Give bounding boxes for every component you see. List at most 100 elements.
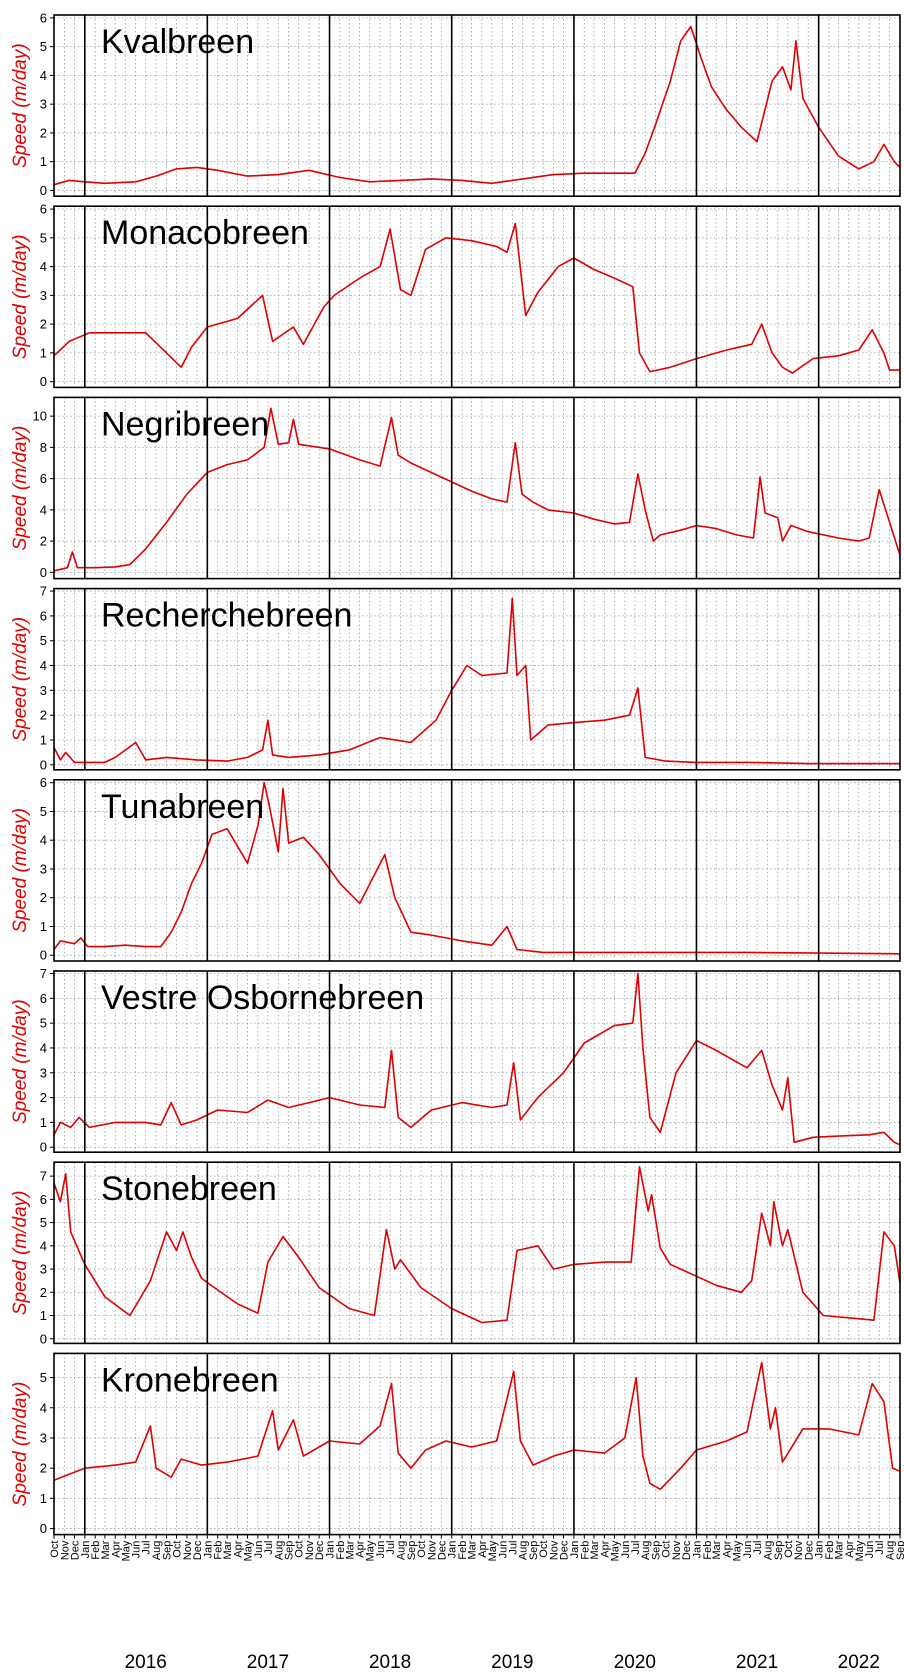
y-tick-label: 4 xyxy=(40,658,47,673)
y-tick-label: 2 xyxy=(40,534,47,549)
y-tick-label: 7 xyxy=(40,966,47,981)
month-tick-label: Aug xyxy=(518,1541,530,1561)
month-tick-label: Mar xyxy=(589,1540,601,1559)
month-tick-label: Apr xyxy=(477,1540,489,1557)
y-tick-label: 0 xyxy=(40,374,47,389)
y-tick-label: 4 xyxy=(40,1238,47,1253)
speed-series-line xyxy=(53,1166,901,1324)
month-tick-label: Feb xyxy=(702,1541,714,1560)
month-tick-label: Nov xyxy=(59,1540,71,1560)
month-tick-label: May xyxy=(243,1540,255,1561)
month-tick-label: Sep xyxy=(284,1541,296,1561)
month-tick-label: Aug xyxy=(885,1541,897,1561)
y-tick-label: 1 xyxy=(40,1308,47,1323)
y-tick-label: 6 xyxy=(40,1192,47,1207)
year-tick-label: 2020 xyxy=(614,1652,656,1673)
month-tick-label: Jan xyxy=(447,1541,459,1559)
label-layer: 0 1 2 3 4 5 6 Kvalbreen Speed (m/day) 0 1 2 3 4 5 6 Mona… xyxy=(10,10,904,1673)
month-tick-label: Jun xyxy=(742,1541,754,1559)
y-tick-label: 4 xyxy=(40,1400,47,1415)
frame-layer xyxy=(50,14,901,1539)
speed-series-line xyxy=(53,407,901,572)
y-tick-label: 3 xyxy=(40,861,47,876)
month-tick-label: Jun xyxy=(864,1541,876,1559)
panel-title: Tunabreen xyxy=(101,788,264,826)
month-tick-label: Feb xyxy=(335,1541,347,1560)
y-tick-label: 6 xyxy=(40,471,47,486)
y-tick-label: 4 xyxy=(40,502,47,517)
month-tick-label: Oct xyxy=(538,1541,550,1558)
month-tick-label: Oct xyxy=(416,1541,428,1558)
y-tick-label: 2 xyxy=(40,890,47,905)
y-tick-label: 5 xyxy=(40,633,47,648)
panel-title: Kvalbreen xyxy=(101,23,254,61)
month-tick-label: Jun xyxy=(620,1541,632,1559)
month-tick-label: Jul xyxy=(630,1541,642,1555)
month-tick-label: Nov xyxy=(426,1540,438,1560)
speed-series-line xyxy=(53,25,901,186)
month-tick-label: Nov xyxy=(793,1540,805,1560)
year-tick-label: 2018 xyxy=(369,1652,411,1673)
month-tick-label: Nov xyxy=(304,1540,316,1560)
y-tick-label: 5 xyxy=(40,1016,47,1031)
month-tick-label: Jun xyxy=(253,1541,265,1559)
y-tick-label: 0 xyxy=(40,1521,47,1536)
month-tick-label: Jan xyxy=(814,1541,826,1559)
y-axis-label: Speed (m/day) xyxy=(10,43,31,168)
y-tick-label: 3 xyxy=(40,683,47,698)
month-tick-label: Oct xyxy=(294,1541,306,1558)
month-tick-label: Mar xyxy=(344,1540,356,1559)
y-tick-label: 1 xyxy=(40,154,47,169)
y-tick-label: 6 xyxy=(40,202,47,217)
y-tick-label: 2 xyxy=(40,1285,47,1300)
month-tick-label: Feb xyxy=(90,1541,102,1560)
panel-frame xyxy=(53,587,901,771)
month-tick-label: Sep xyxy=(161,1541,173,1561)
panel-frame xyxy=(53,205,901,389)
month-tick-label: Jan xyxy=(569,1541,581,1559)
panel-title: Vestre Osbornebreen xyxy=(101,979,424,1017)
month-tick-label: May xyxy=(854,1540,866,1561)
month-tick-label: Mar xyxy=(711,1540,723,1559)
speed-series-line xyxy=(53,972,901,1146)
y-tick-label: 4 xyxy=(40,833,47,848)
speed-series-line xyxy=(53,781,901,955)
y-tick-label: 5 xyxy=(40,804,47,819)
y-tick-label: 3 xyxy=(40,97,47,112)
y-tick-label: 2 xyxy=(40,708,47,723)
month-tick-label: Jul xyxy=(874,1541,886,1555)
panel-title: Monacobreen xyxy=(101,214,309,252)
y-tick-label: 3 xyxy=(40,1262,47,1277)
y-tick-label: 7 xyxy=(40,1169,47,1184)
month-tick-label: May xyxy=(609,1540,621,1561)
y-tick-label: 1 xyxy=(40,919,47,934)
y-tick-label: 2 xyxy=(40,1090,47,1105)
month-tick-label: Dec xyxy=(559,1540,571,1560)
year-tick-label: 2019 xyxy=(491,1652,533,1673)
y-axis-label: Speed (m/day) xyxy=(10,426,31,551)
panel-frame xyxy=(53,778,901,962)
month-tick-label: Dec xyxy=(681,1540,693,1560)
month-tick-label: Oct xyxy=(172,1541,184,1558)
month-tick-label: Jan xyxy=(202,1541,214,1559)
speed-series-line xyxy=(53,597,900,765)
y-tick-label: 1 xyxy=(40,1491,47,1506)
panel-title: Recherchebreen xyxy=(101,597,352,635)
month-tick-label: Apr xyxy=(110,1540,122,1557)
month-tick-label: Dec xyxy=(192,1540,204,1560)
year-tick-label: 2017 xyxy=(247,1652,289,1673)
series-layer xyxy=(53,25,901,1491)
month-tick-label: Jul xyxy=(507,1541,519,1555)
y-tick-label: 4 xyxy=(40,259,47,274)
month-tick-label: Oct xyxy=(661,1541,673,1558)
month-tick-label: Nov xyxy=(548,1540,560,1560)
month-tick-label: Feb xyxy=(457,1541,469,1560)
y-tick-label: 2 xyxy=(40,125,47,140)
y-axis-label: Speed (m/day) xyxy=(10,999,31,1124)
year-tick-label: 2022 xyxy=(838,1652,880,1673)
month-tick-label: Jun xyxy=(375,1541,387,1559)
y-tick-label: 3 xyxy=(40,1430,47,1445)
month-tick-label: Aug xyxy=(151,1541,163,1561)
y-tick-label: 1 xyxy=(40,345,47,360)
